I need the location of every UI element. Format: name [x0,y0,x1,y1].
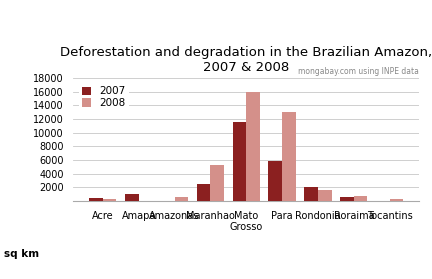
Bar [340,197,354,201]
Bar [390,199,403,201]
Bar [304,187,318,201]
Bar [246,92,260,201]
Bar [103,199,116,201]
Bar [282,112,296,201]
Legend: 2007, 2008: 2007, 2008 [79,83,129,111]
Bar [268,161,282,201]
Bar [232,122,246,201]
Bar [318,190,332,201]
Bar [89,198,103,201]
Text: mongabay.com using INPE data: mongabay.com using INPE data [298,67,419,76]
Bar [175,197,188,201]
Bar [125,194,139,201]
Text: sq km: sq km [4,249,39,259]
Bar [210,165,224,201]
Title: Deforestation and degradation in the Brazilian Amazon,
2007 & 2008: Deforestation and degradation in the Bra… [60,46,432,74]
Bar [354,196,368,201]
Bar [197,184,210,201]
